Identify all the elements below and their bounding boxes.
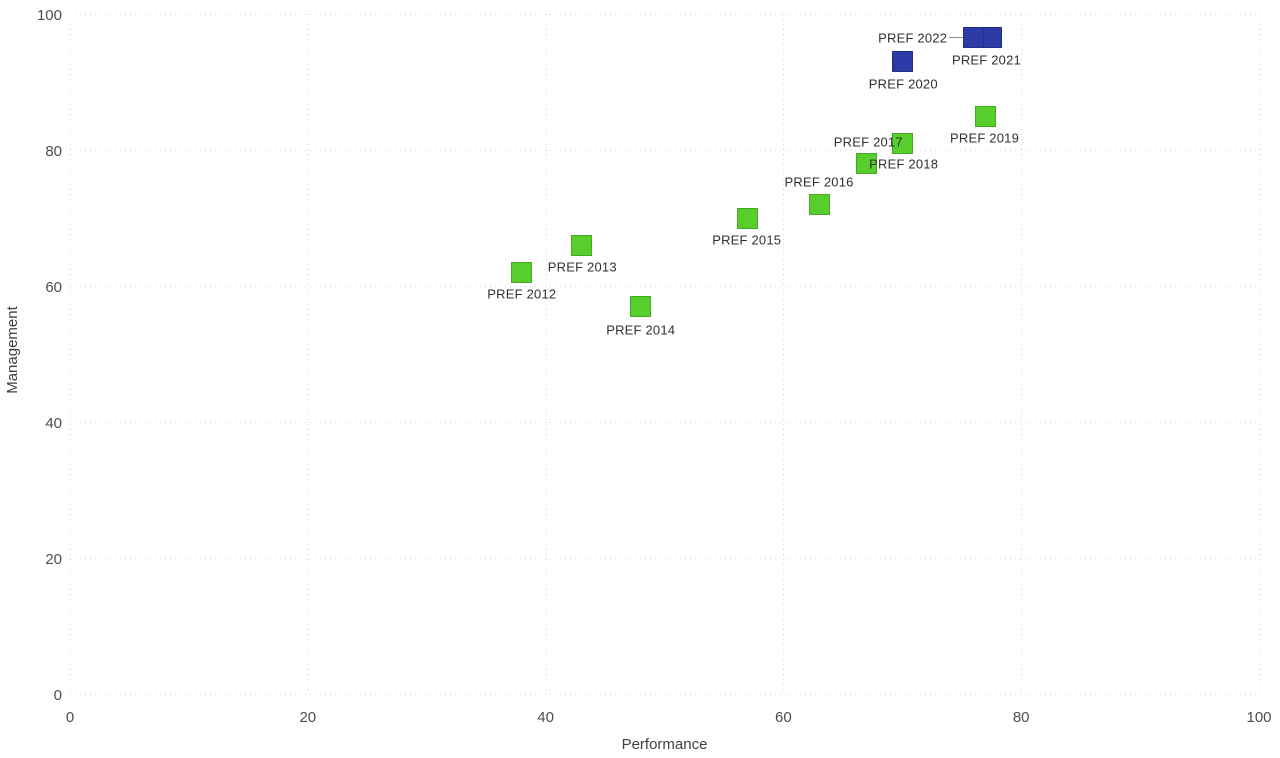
- data-point-label: PREF 2015: [712, 232, 782, 248]
- data-point-label: PREF 2018: [869, 156, 939, 172]
- data-point-pref-2015[interactable]: [737, 207, 759, 229]
- data-point-pref-2014[interactable]: [630, 295, 652, 317]
- data-point-label: PREF 2014: [606, 322, 676, 338]
- horizontal-gridline: [70, 558, 1259, 559]
- horizontal-gridline: [70, 694, 1259, 695]
- x-tick-label: 20: [299, 709, 317, 726]
- vertical-gridline: [545, 14, 547, 694]
- y-tick-label: 20: [45, 551, 62, 568]
- data-point-label: PREF 2017: [833, 134, 903, 150]
- x-tick-label: 60: [775, 709, 792, 726]
- x-tick-label: 0: [65, 709, 75, 726]
- label-leader-line: [948, 36, 963, 38]
- horizontal-gridline: [70, 150, 1259, 151]
- vertical-gridline: [783, 14, 785, 694]
- data-point-pref-2020[interactable]: [891, 51, 913, 73]
- horizontal-gridline: [70, 286, 1259, 287]
- horizontal-gridline: [70, 422, 1259, 423]
- data-point-pref-2019[interactable]: [975, 105, 997, 127]
- y-tick-label: 0: [53, 687, 62, 704]
- y-tick-label: 80: [45, 143, 62, 160]
- vertical-gridline: [307, 14, 309, 694]
- vertical-gridline: [1259, 14, 1260, 694]
- data-point-label: PREF 2021: [951, 52, 1021, 68]
- y-tick-label: 60: [45, 279, 62, 296]
- data-point-label: PREF 2020: [868, 76, 938, 92]
- x-tick-label: 100: [1246, 709, 1272, 726]
- data-point-pref-2017[interactable]: [891, 132, 913, 154]
- y-axis-title: Management: [4, 306, 21, 394]
- data-point-label: PREF 2022: [878, 30, 948, 46]
- data-point-pref-2013[interactable]: [570, 234, 592, 256]
- x-tick-label: 40: [537, 709, 554, 726]
- vertical-gridline: [1021, 14, 1023, 694]
- x-tick-label: 80: [1012, 709, 1030, 726]
- data-point-label: PREF 2019: [950, 130, 1020, 146]
- data-point-label: PREF 2016: [784, 174, 854, 190]
- data-point-pref-2018[interactable]: [856, 153, 878, 175]
- y-tick-label: 100: [36, 7, 62, 24]
- data-point-label: PREF 2012: [487, 286, 557, 302]
- vertical-gridline: [70, 14, 71, 694]
- x-axis-title: Performance: [621, 736, 708, 753]
- data-point-pref-2022[interactable]: [963, 27, 985, 49]
- y-tick-label: 40: [45, 415, 62, 432]
- data-point-label: PREF 2013: [547, 259, 617, 275]
- horizontal-gridline: [70, 14, 1259, 15]
- data-point-pref-2016[interactable]: [808, 193, 830, 215]
- data-point-pref-2012[interactable]: [511, 261, 533, 283]
